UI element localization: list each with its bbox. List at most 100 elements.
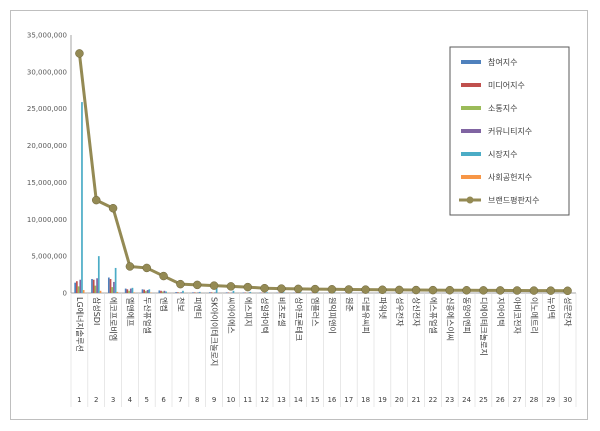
bar <box>146 290 149 293</box>
bar <box>126 289 129 293</box>
bar <box>210 292 213 293</box>
bar <box>92 279 95 293</box>
legend-swatch <box>461 152 481 156</box>
line-point <box>193 280 202 290</box>
bar <box>143 289 146 293</box>
legend-label: 참여지수 <box>488 57 517 67</box>
legend-swatch <box>461 175 481 179</box>
bar <box>77 286 80 293</box>
bar <box>94 285 97 293</box>
category-label: 동양이엔피 <box>462 297 472 334</box>
category-label: 더블유씨피 <box>361 297 371 334</box>
category-index-label: 30 <box>563 396 572 404</box>
bar <box>299 292 302 293</box>
category-label: LG에너지솔루션 <box>75 297 85 352</box>
bar <box>197 292 199 293</box>
category-index-label: 16 <box>327 396 336 404</box>
category-index-label: 28 <box>529 396 538 404</box>
category-label: 신흥에스이씨 <box>445 297 455 341</box>
bar <box>82 290 85 293</box>
category-label: 피엔티 <box>193 297 203 319</box>
bar <box>116 291 119 293</box>
category-label: 성우전자 <box>395 297 405 327</box>
category-index-labels: 1 2 3 4 5 6 7 8 9 10 11 12 13 14 15 16 17 18 19 20 21 22 23 24 2… <box>70 293 577 407</box>
bar <box>180 292 183 293</box>
legend-label: 브랜드평판지수 <box>488 195 540 205</box>
category-label: 에스피지 <box>243 297 252 326</box>
category-index-label: 22 <box>428 396 437 404</box>
category-label: 이노메트리 <box>529 297 539 334</box>
category-index-label: 24 <box>462 396 471 404</box>
category-index-label: 6 <box>161 396 166 404</box>
category-labels: LG에너지솔루션 삼성SDI 에코프로비엠 엘앤에프 두산퓨얼셀 엔켐 천보 피엔티 SK아이이… <box>75 297 573 366</box>
category-index-label: 9 <box>212 396 216 404</box>
bar <box>141 289 144 293</box>
category-label: SK아이이테크놀로지 <box>210 297 220 366</box>
legend-label: 소통지수 <box>488 104 517 113</box>
category-index-label: 3 <box>111 396 115 404</box>
bar <box>225 292 228 293</box>
bar <box>114 267 117 293</box>
line-point <box>428 285 438 295</box>
line-point <box>260 283 269 293</box>
category-index-label: 19 <box>378 396 387 404</box>
category-label: 비츠로셀 <box>277 297 287 326</box>
bar <box>161 291 164 293</box>
y-tick-label: 10,000,000 <box>27 216 67 224</box>
bar <box>79 279 82 293</box>
bar <box>131 287 134 293</box>
category-index-label: 4 <box>128 396 133 404</box>
category-label: 삼성SDI <box>92 297 102 325</box>
category-label: 디에이테크놀로지 <box>479 297 489 356</box>
category-label: 에코프로비엠 <box>109 297 119 341</box>
category-label: 성문전자 <box>563 297 573 327</box>
line-series <box>75 49 572 296</box>
bar <box>76 281 78 293</box>
bar <box>107 277 110 293</box>
line-point <box>209 281 219 290</box>
line-point <box>142 263 151 273</box>
y-tick-label: 15,000,000 <box>27 179 67 187</box>
legend-swatch <box>461 129 481 133</box>
bar <box>192 292 194 293</box>
category-index-label: 10 <box>226 396 235 404</box>
category-label: 원익피앤이 <box>327 297 337 334</box>
bar <box>133 292 136 293</box>
category-index-label: 5 <box>145 396 149 404</box>
bar <box>232 290 235 293</box>
line-point <box>462 286 471 295</box>
line-point <box>277 284 286 293</box>
bar <box>96 278 98 293</box>
category-index-label: 1 <box>77 396 81 404</box>
legend-label: 사회공헌지수 <box>488 173 532 182</box>
bar <box>214 292 216 293</box>
line-point <box>159 271 168 281</box>
category-label: 씨아이에스 <box>226 297 236 334</box>
line-point <box>563 286 572 296</box>
category-label: 지아이텍 <box>496 297 506 326</box>
bar <box>111 287 114 293</box>
category-label: 성일하이텍 <box>260 297 270 334</box>
line-point <box>395 285 404 295</box>
line-point <box>176 279 185 289</box>
line-point <box>75 49 84 58</box>
bar <box>128 290 130 293</box>
line-point <box>125 262 135 271</box>
line-point <box>344 285 353 294</box>
bar <box>283 292 285 293</box>
bar <box>158 290 161 293</box>
category-index-label: 14 <box>294 396 303 404</box>
category-label: 상신전자 <box>412 297 422 327</box>
category-label: 뉴인텍 <box>546 297 556 319</box>
bar <box>113 281 115 293</box>
line-point <box>108 203 118 213</box>
category-index-label: 29 <box>546 396 555 404</box>
category-label: 파워넷 <box>378 297 387 319</box>
bar <box>74 282 77 293</box>
bar <box>99 290 102 293</box>
category-label: 원준 <box>344 297 353 312</box>
legend-marker <box>466 196 474 204</box>
category-index-label: 23 <box>445 396 454 404</box>
line-point <box>378 285 387 295</box>
line-point <box>445 285 454 295</box>
